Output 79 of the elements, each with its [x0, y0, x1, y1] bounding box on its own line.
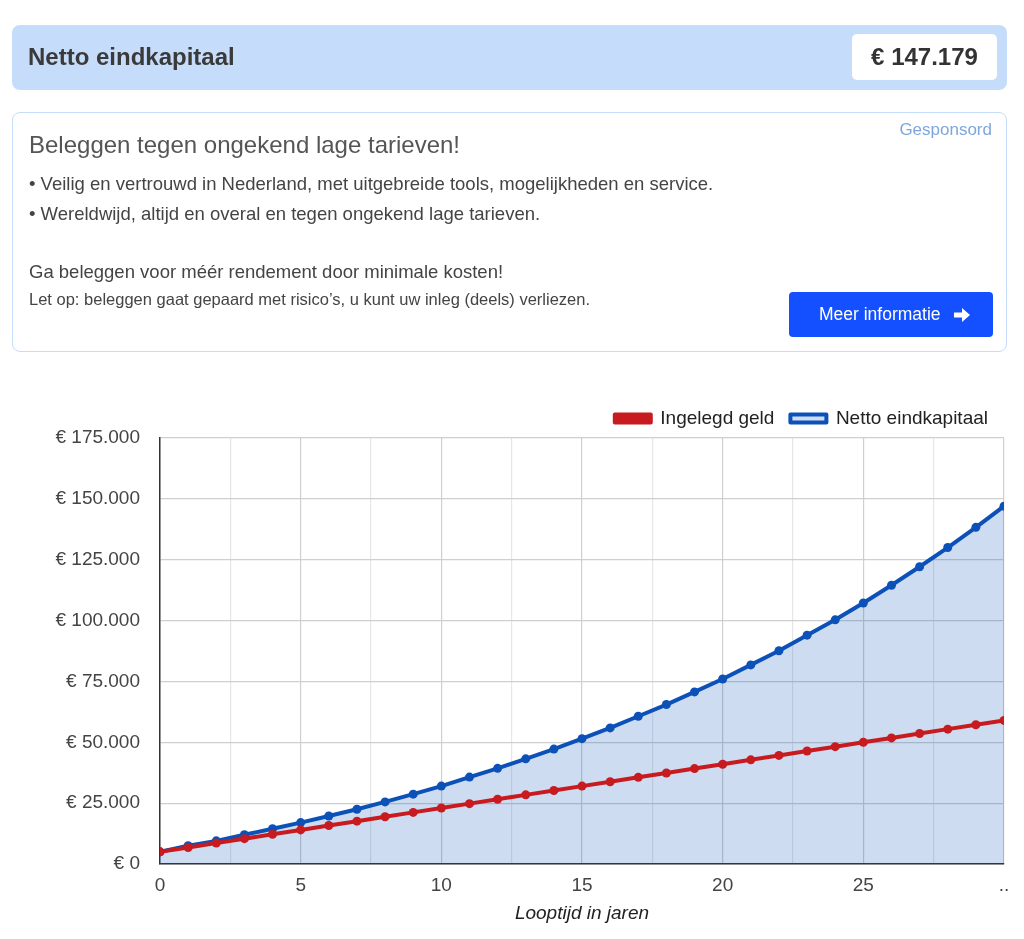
point: [324, 821, 334, 831]
point: [380, 812, 390, 822]
y-tick-label: € 50.000: [66, 730, 140, 752]
text: € 147.179: [871, 43, 978, 71]
point: [605, 777, 615, 787]
point: [774, 750, 784, 760]
y-tick-label: € 150.000: [55, 487, 140, 509]
point: [464, 799, 474, 809]
point: [436, 803, 446, 813]
x-tick-label: 15: [571, 873, 593, 895]
x-tick-label: 5: [295, 873, 306, 895]
point: [915, 562, 925, 572]
point: [943, 543, 953, 553]
point: [690, 764, 700, 774]
point: [324, 811, 334, 821]
x-tick-label: 25: [852, 873, 874, 895]
point: [493, 763, 503, 773]
point: [577, 781, 587, 791]
y-tick-label: € 125.000: [55, 547, 140, 569]
y-tick-label: € 25.000: [66, 791, 140, 813]
text: Gesponsord: [899, 120, 992, 140]
x-axis-title: Looptijd in jaren: [514, 901, 650, 923]
point: [746, 755, 756, 765]
point: [268, 829, 278, 839]
point: [886, 580, 896, 590]
point: [549, 785, 559, 795]
point: [774, 646, 784, 656]
point: [971, 720, 981, 730]
text: • Wereldwijd, altijd en overal en tegen ongekend lage tarieven.: [29, 203, 541, 225]
legend-label: Ingelegd geld: [660, 406, 775, 428]
point: [802, 746, 812, 756]
x-tick-label: 10: [430, 873, 452, 895]
text: Let op: beleggen gaat gepaard met risico’s, u kunt uw inleg (deels) verliezen.: [29, 290, 591, 309]
point: [380, 797, 390, 807]
point: [802, 630, 812, 640]
x-tick-label: 20: [712, 873, 734, 895]
point: [408, 807, 418, 817]
point: [661, 700, 671, 710]
point: [718, 674, 728, 684]
point: [971, 522, 981, 532]
point: [858, 598, 868, 608]
point: [690, 687, 700, 697]
point: [633, 772, 643, 782]
point: [352, 804, 362, 814]
point: [605, 723, 615, 733]
point: [436, 781, 446, 791]
y-tick-label: € 175.000: [55, 426, 140, 448]
y-tick-label: € 75.000: [66, 669, 140, 691]
point: [943, 724, 953, 734]
point: [746, 660, 756, 670]
point: [549, 744, 559, 754]
point: [577, 734, 587, 744]
legend-label: Netto eindkapitaal: [835, 406, 989, 428]
point: [296, 818, 306, 828]
point: [718, 759, 728, 769]
point: [915, 729, 925, 739]
point: [661, 768, 671, 778]
point: [296, 825, 306, 835]
text: Netto eindkapitaal: [28, 43, 235, 71]
point: [521, 754, 531, 764]
text: Beleggen tegen ongekend lage tarieven!: [29, 131, 461, 159]
y-tick-label: € 0: [113, 852, 140, 874]
x-tick-label: ..: [998, 873, 1010, 895]
point: [239, 834, 249, 844]
point: [830, 615, 840, 625]
text: Ga beleggen voor méér rendement door minimale kosten!: [29, 261, 504, 283]
point: [858, 737, 868, 747]
point: [493, 794, 503, 804]
point: [464, 772, 474, 782]
point: [521, 790, 531, 800]
point: [633, 711, 643, 721]
text: • Veilig en vertrouwd in Nederland, met uitgebreide tools, mogelijkheden en service.: [29, 173, 714, 195]
point: [886, 733, 896, 743]
point: [408, 789, 418, 799]
point: [352, 816, 362, 826]
point: [830, 742, 840, 752]
text: Meer informatie: [819, 303, 941, 326]
x-tick-label: 0: [154, 873, 166, 895]
y-tick-label: € 100.000: [55, 608, 140, 630]
